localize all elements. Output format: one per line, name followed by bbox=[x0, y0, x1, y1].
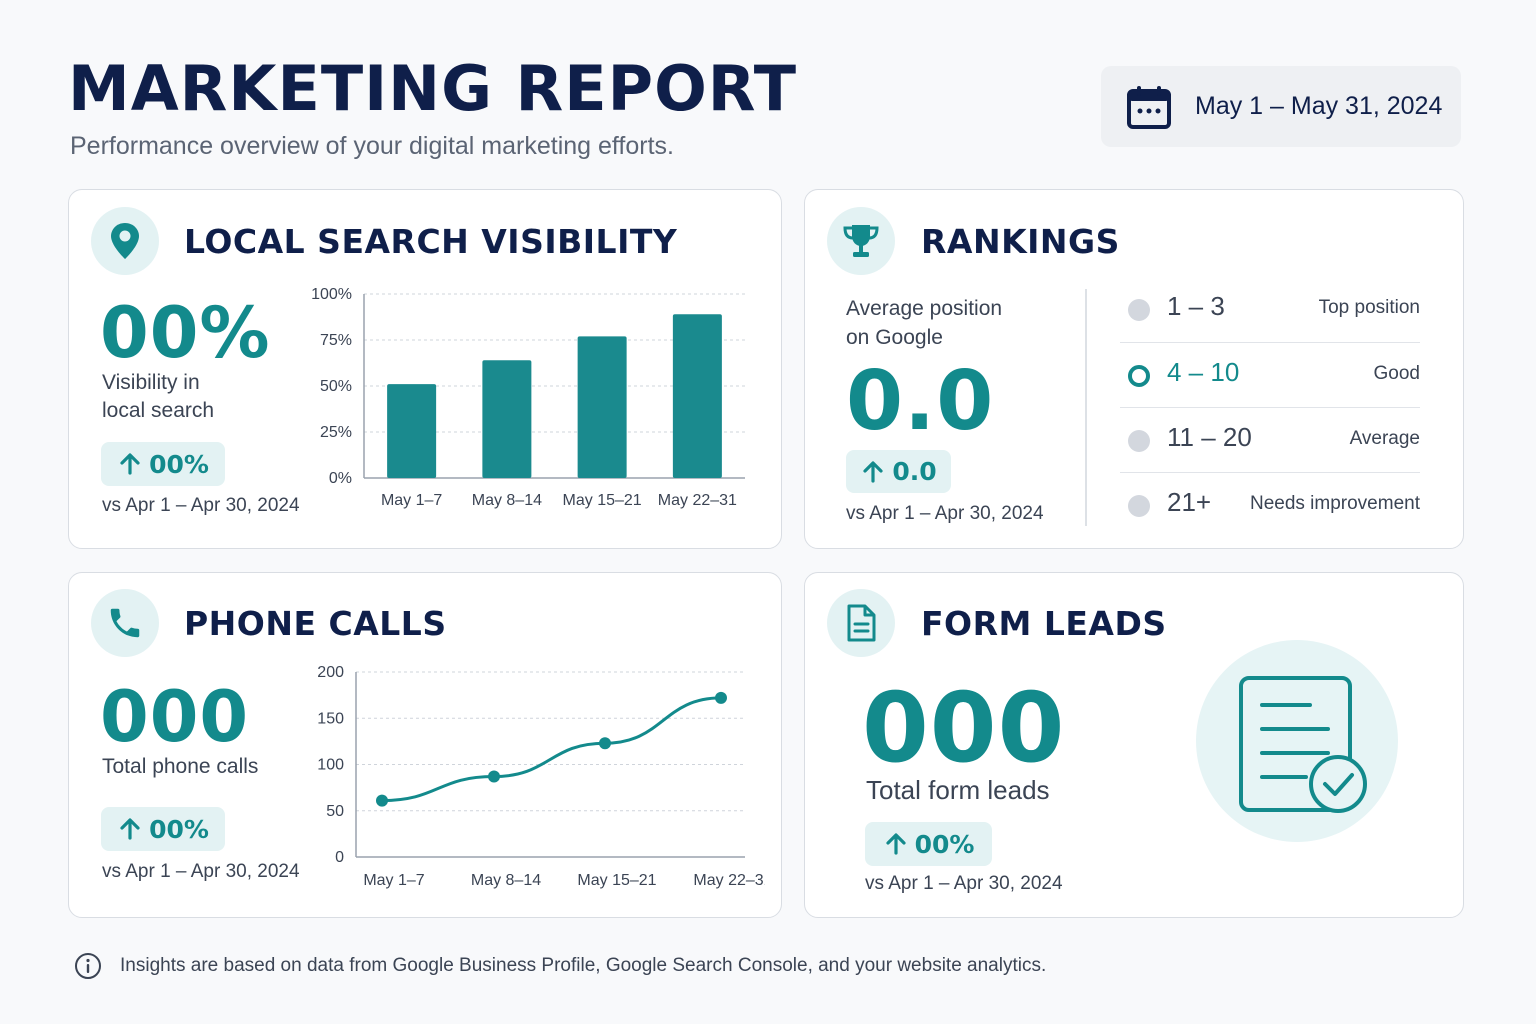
x-tick-label: May 1–7 bbox=[381, 492, 442, 509]
rankings-value: 0.0 bbox=[846, 354, 995, 449]
visibility-bar-chart: 0% 25% 50% 75% 100% May 1–7 May 8–14 May 15–21 M… bbox=[311, 286, 745, 509]
y-tick-label: 50 bbox=[326, 803, 344, 820]
x-tick-label: May 15–21 bbox=[563, 492, 642, 509]
local-search-label-1: Visibility in bbox=[102, 371, 200, 394]
tier-description: Good bbox=[1373, 363, 1420, 384]
tier-description: Average bbox=[1349, 428, 1420, 449]
ranking-tier-row: 21+ Needs improvement bbox=[1120, 473, 1420, 537]
y-tick-label: 100 bbox=[317, 757, 344, 774]
tier-range: 11 – 20 bbox=[1167, 422, 1252, 452]
phone-calls-value: 000 bbox=[100, 676, 250, 758]
local-search-card bbox=[68, 189, 782, 549]
data-point bbox=[715, 691, 727, 704]
phone-calls-change: 00% bbox=[149, 814, 209, 844]
form-leads-value: 000 bbox=[862, 672, 1066, 784]
ranking-tier-row: 1 – 3 Top position bbox=[1120, 277, 1420, 341]
series-line bbox=[381, 696, 722, 803]
location-pin-icon bbox=[91, 207, 159, 275]
info-icon bbox=[75, 953, 101, 979]
phone-calls-compare: vs Apr 1 – Apr 30, 2024 bbox=[102, 861, 300, 882]
local-search-label-2: local search bbox=[102, 399, 215, 422]
form-leads-label: Total form leads bbox=[866, 775, 1050, 805]
tier-indicator-active bbox=[1128, 365, 1150, 387]
y-tick-label: 50% bbox=[320, 378, 352, 395]
bar bbox=[482, 360, 532, 478]
tier-range: 1 – 3 bbox=[1167, 291, 1225, 321]
rankings-change: 0.0 bbox=[892, 457, 937, 486]
y-tick-label: 100% bbox=[311, 286, 352, 303]
x-tick-label: May 1–7 bbox=[363, 872, 424, 889]
page-subtitle: Performance overview of your digital mar… bbox=[70, 132, 674, 160]
trophy-icon bbox=[827, 207, 895, 275]
x-tick-label: May 22–31 bbox=[693, 872, 765, 889]
page-title: MARKETING REPORT bbox=[68, 52, 798, 125]
rankings-title: RANKINGS bbox=[921, 222, 1120, 261]
footer-text: Insights are based on data from Google B… bbox=[120, 955, 1047, 976]
form-checked-icon bbox=[1196, 640, 1398, 842]
phone-calls-card bbox=[68, 572, 782, 918]
local-search-compare: vs Apr 1 – Apr 30, 2024 bbox=[102, 495, 300, 516]
rankings-change-badge: 0.0 bbox=[846, 450, 951, 493]
phone-calls-change-badge: 00% bbox=[101, 807, 225, 851]
y-tick-label: 25% bbox=[320, 424, 352, 441]
y-tick-label: 0 bbox=[335, 849, 344, 866]
bar bbox=[577, 336, 627, 478]
rankings-label-2: on Google bbox=[846, 326, 943, 349]
arrow-up-icon bbox=[863, 460, 883, 483]
ranking-tier-row: 11 – 20 Average bbox=[1120, 408, 1420, 472]
tier-indicator bbox=[1128, 299, 1150, 321]
x-tick-label: May 15–21 bbox=[577, 872, 656, 889]
x-tick-label: May 8–14 bbox=[471, 872, 541, 889]
arrow-up-icon bbox=[120, 818, 140, 840]
y-tick-label: 200 bbox=[317, 664, 344, 681]
y-tick-label: 150 bbox=[317, 710, 344, 727]
y-tick-label: 75% bbox=[320, 332, 352, 349]
bar bbox=[672, 314, 722, 478]
ranking-tier-row: 4 – 10 Good bbox=[1120, 343, 1420, 407]
arrow-up-icon bbox=[120, 453, 140, 475]
tier-description: Needs improvement bbox=[1249, 493, 1420, 514]
form-leads-compare: vs Apr 1 – Apr 30, 2024 bbox=[865, 873, 1063, 894]
tier-range: 21+ bbox=[1167, 487, 1212, 517]
phone-icon bbox=[91, 589, 159, 657]
y-tick-label: 0% bbox=[329, 470, 352, 487]
data-point bbox=[599, 737, 611, 750]
tier-description: Top position bbox=[1318, 297, 1420, 318]
date-range-picker[interactable]: May 1 – May 31, 2024 bbox=[1101, 66, 1461, 147]
date-range-text: May 1 – May 31, 2024 bbox=[1195, 92, 1443, 120]
rankings-label-1: Average position bbox=[846, 297, 1003, 320]
tier-indicator bbox=[1128, 430, 1150, 452]
footer-note: Insights are based on data from Google B… bbox=[74, 952, 1046, 980]
rankings-compare: vs Apr 1 – Apr 30, 2024 bbox=[846, 503, 1044, 524]
local-search-change-badge: 00% bbox=[101, 442, 225, 486]
document-icon bbox=[827, 589, 895, 657]
form-leads-change: 00% bbox=[914, 829, 975, 859]
x-tick-label: May 8–14 bbox=[472, 492, 542, 509]
data-point bbox=[376, 794, 388, 807]
local-search-title: LOCAL SEARCH VISIBILITY bbox=[184, 222, 678, 261]
arrow-up-icon bbox=[885, 833, 906, 855]
form-leads-title: FORM LEADS bbox=[921, 604, 1167, 643]
tier-range: 4 – 10 bbox=[1167, 357, 1240, 387]
bar bbox=[387, 384, 437, 478]
divider bbox=[1120, 407, 1420, 408]
local-search-change: 00% bbox=[149, 449, 209, 479]
rankings-divider bbox=[1085, 289, 1087, 526]
data-point bbox=[488, 770, 500, 783]
calendar-icon bbox=[1127, 85, 1171, 129]
tier-indicator bbox=[1128, 495, 1150, 517]
divider bbox=[1120, 342, 1420, 343]
form-leads-change-badge: 00% bbox=[865, 822, 992, 866]
phone-calls-title: PHONE CALLS bbox=[184, 604, 447, 643]
divider bbox=[1120, 472, 1420, 473]
local-search-value: 00% bbox=[100, 292, 271, 374]
phone-calls-line-chart: 0 50 100 150 200 May 1–7 May 8–14 May 15–21 May … bbox=[317, 664, 765, 889]
phone-calls-label: Total phone calls bbox=[102, 755, 259, 778]
x-tick-label: May 22–31 bbox=[658, 492, 737, 509]
